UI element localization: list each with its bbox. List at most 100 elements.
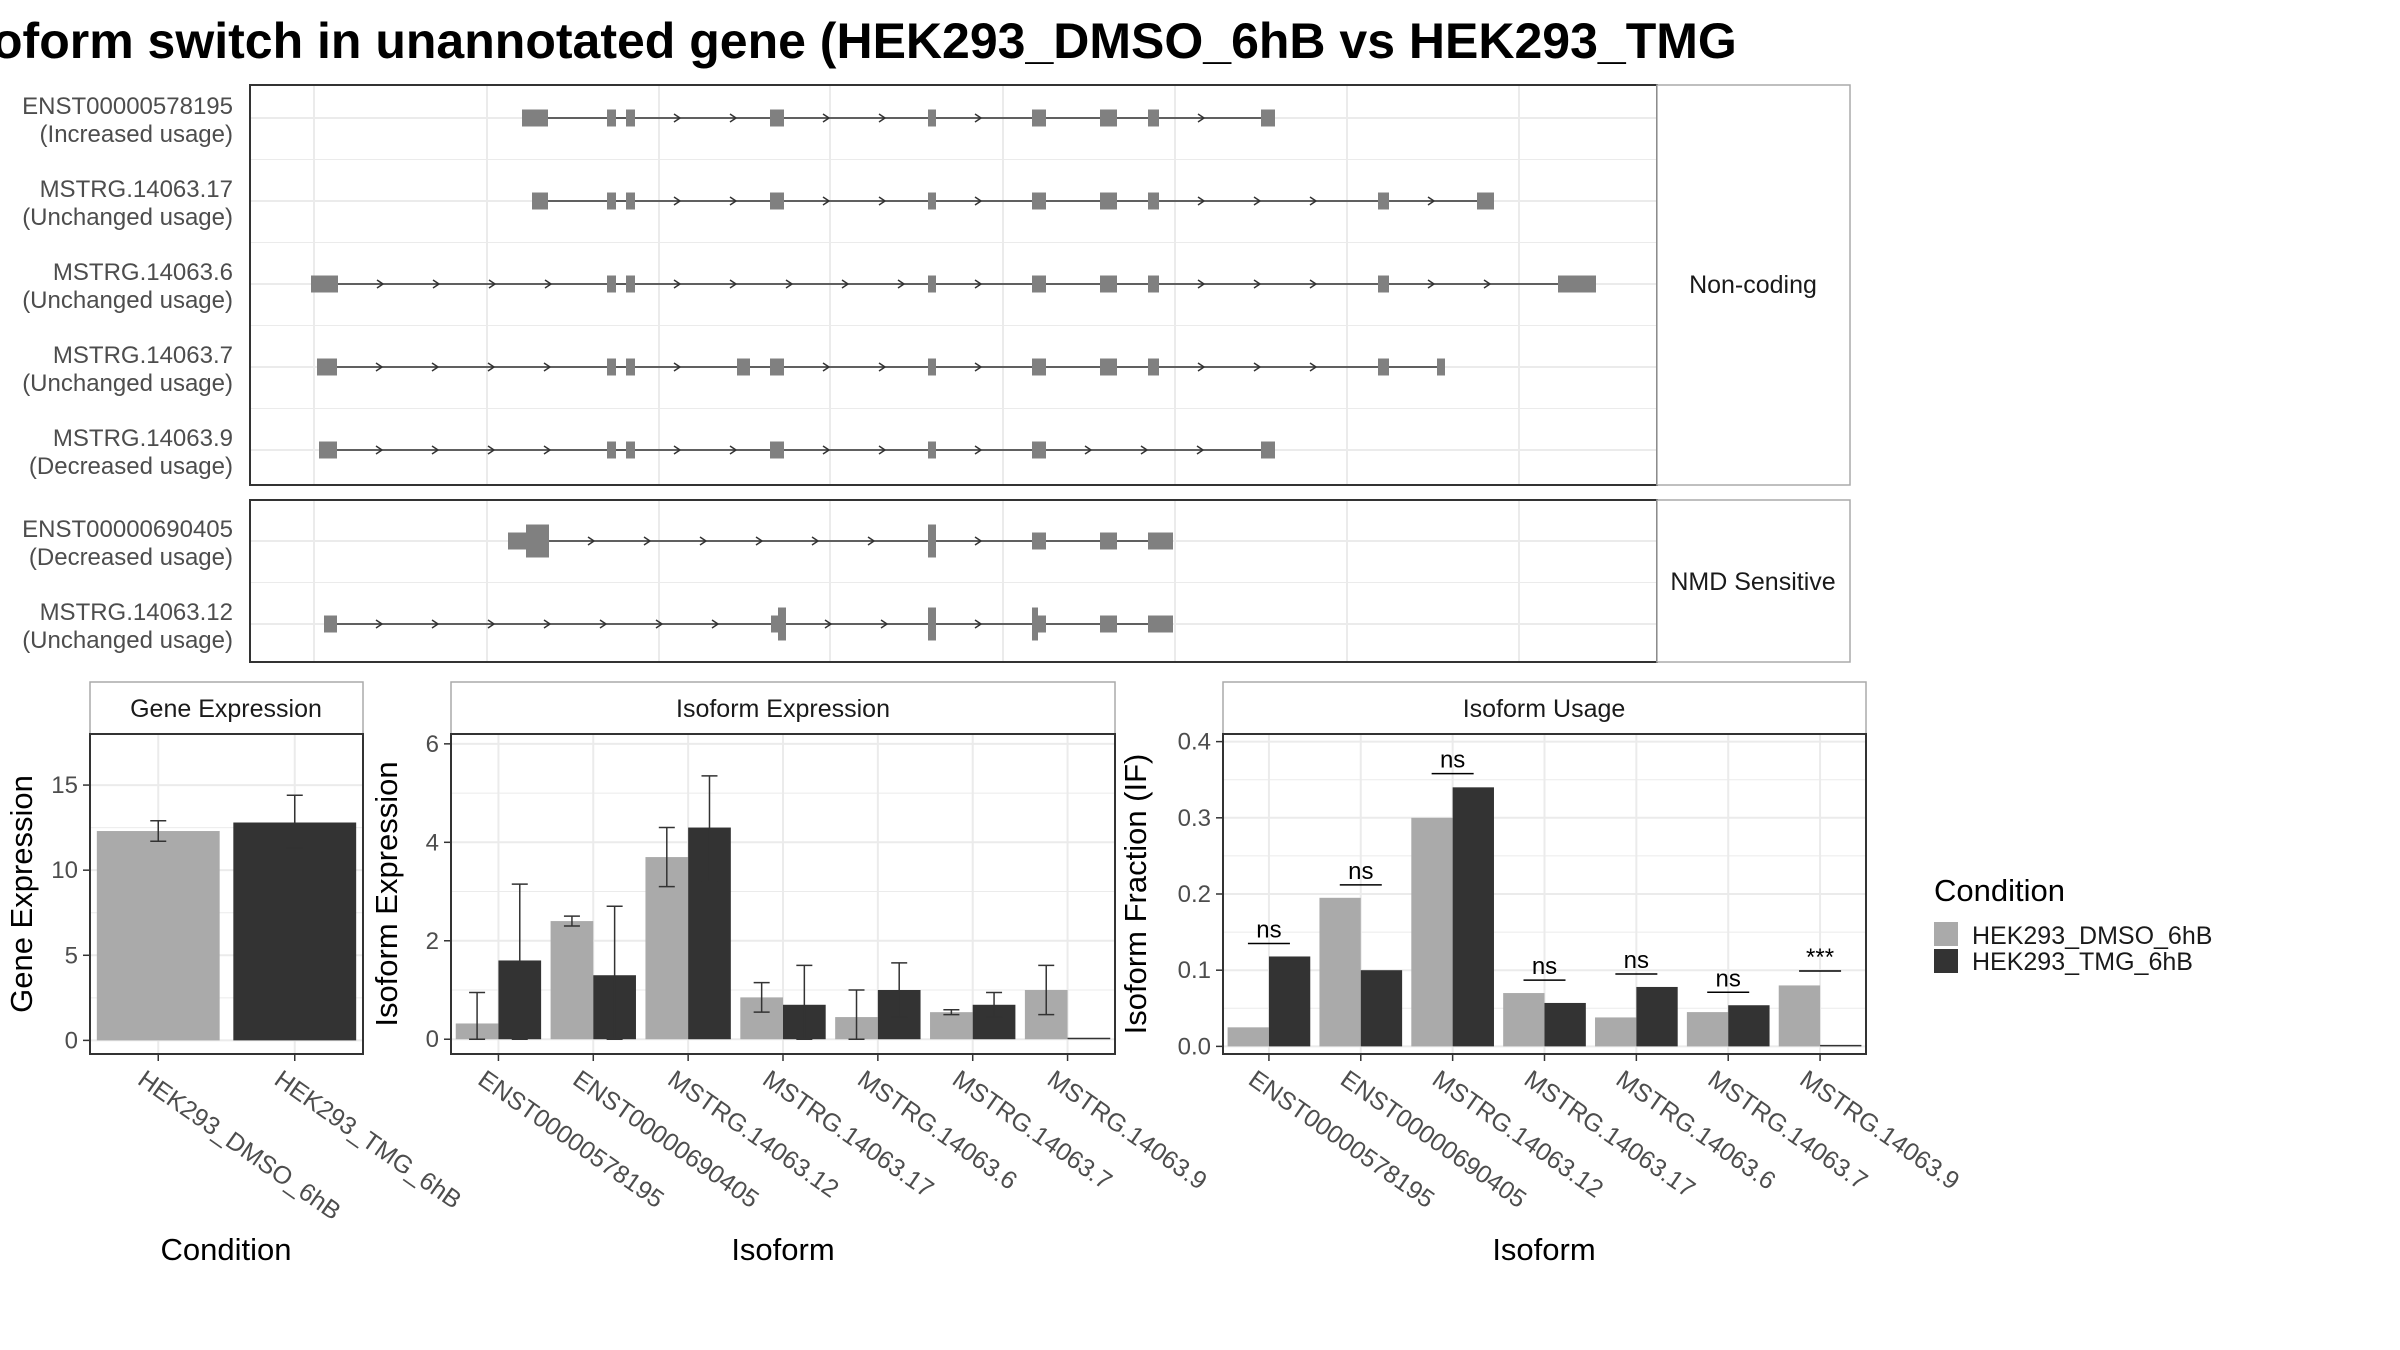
bar bbox=[550, 921, 594, 1040]
intron-arrow bbox=[673, 196, 682, 206]
exon bbox=[626, 192, 635, 210]
exon bbox=[1148, 192, 1159, 210]
intron-arrow bbox=[488, 279, 497, 289]
bar bbox=[1411, 817, 1453, 1047]
intron-arrow bbox=[878, 445, 887, 455]
exon bbox=[626, 109, 635, 127]
intron-arrow bbox=[544, 279, 553, 289]
exon bbox=[319, 441, 337, 459]
y-axis-title: Isoform Expression bbox=[369, 761, 404, 1026]
intron-arrow bbox=[431, 619, 440, 629]
legend-key-tmg bbox=[1934, 949, 1958, 973]
intron-arrow bbox=[1253, 196, 1262, 206]
intron-arrow bbox=[673, 362, 682, 372]
plot-border bbox=[89, 733, 364, 1055]
isoform-id-label: MSTRG.14063.17 bbox=[40, 176, 233, 203]
intron-arrow bbox=[699, 536, 708, 546]
structure-transcripts bbox=[324, 524, 1173, 641]
x-tick-label: MSTRG.14063.6 bbox=[1611, 1065, 1781, 1196]
facet-strip bbox=[450, 681, 1116, 735]
bar bbox=[1503, 993, 1545, 1047]
intron-arrow bbox=[974, 113, 983, 123]
intron-arrow bbox=[487, 362, 496, 372]
y-tick-label: 0.4 bbox=[1178, 729, 1211, 756]
x-tick-label: MSTRG.14063.9 bbox=[1795, 1065, 1965, 1196]
isoform-id-label: ENST00000578195 bbox=[22, 93, 233, 120]
intron-arrow bbox=[729, 279, 738, 289]
x-axis-title: Condition bbox=[161, 1232, 292, 1267]
y-tick-label: 0 bbox=[426, 1026, 439, 1053]
intron-arrow bbox=[673, 445, 682, 455]
bar bbox=[1067, 1037, 1111, 1040]
exon bbox=[1148, 109, 1159, 127]
intron-arrow bbox=[822, 113, 831, 123]
intron-arrow bbox=[375, 619, 384, 629]
exon bbox=[607, 358, 616, 376]
exon bbox=[1032, 275, 1046, 293]
intron-arrow bbox=[431, 445, 440, 455]
exon bbox=[522, 109, 548, 127]
isoform-labels: ENST00000578195 (Increased usage) MSTRG.… bbox=[22, 93, 233, 654]
intron-arrow bbox=[785, 279, 794, 289]
intron-arrow bbox=[974, 619, 983, 629]
intron-arrow bbox=[974, 362, 983, 372]
exon bbox=[778, 607, 786, 641]
intron-arrow bbox=[543, 445, 552, 455]
exon bbox=[737, 358, 750, 376]
intron-arrow bbox=[878, 113, 887, 123]
exon bbox=[1032, 532, 1046, 550]
intron-arrow bbox=[822, 196, 831, 206]
intron-arrow bbox=[824, 619, 833, 629]
exon bbox=[607, 109, 616, 127]
intron-arrow bbox=[1196, 445, 1205, 455]
significance-label: ns bbox=[1716, 965, 1741, 992]
legend-label-dmso: HEK293_DMSO_6hB bbox=[1972, 922, 2212, 950]
intron-arrow bbox=[587, 536, 596, 546]
exon bbox=[607, 441, 616, 459]
bar bbox=[1319, 897, 1361, 1047]
bar bbox=[1452, 787, 1494, 1047]
intron-arrow bbox=[1253, 362, 1262, 372]
gene-structure-panel-nmd: NMD Sensitive bbox=[249, 499, 1851, 663]
intron-arrow bbox=[811, 536, 820, 546]
isoform-usage-panel: Isoform Usage ns ns ns ns ns ns *** 0.0 0.1 0.2 0… bbox=[1118, 681, 1965, 1267]
exon bbox=[526, 524, 549, 558]
exon bbox=[928, 358, 936, 376]
intron-arrow bbox=[755, 536, 764, 546]
exon bbox=[311, 275, 338, 293]
exon bbox=[1038, 615, 1046, 633]
bar bbox=[1595, 1017, 1637, 1047]
exon bbox=[508, 532, 526, 550]
isoform-usage-label: (Unchanged usage) bbox=[22, 204, 233, 231]
exon bbox=[770, 192, 784, 210]
exon bbox=[1148, 358, 1159, 376]
strip-noncoding bbox=[1656, 84, 1851, 486]
intron-arrow bbox=[897, 279, 906, 289]
intron-arrow bbox=[867, 536, 876, 546]
bar bbox=[1227, 1027, 1269, 1047]
intron-arrow bbox=[673, 113, 682, 123]
intron-arrow bbox=[1427, 279, 1436, 289]
significance-label: *** bbox=[1806, 944, 1834, 971]
exon bbox=[626, 358, 635, 376]
strip-label-nmd-sensitive: NMD Sensitive bbox=[1670, 568, 1835, 596]
legend-label-tmg: HEK293_TMG_6hB bbox=[1972, 948, 2193, 976]
intron-arrow bbox=[1309, 362, 1318, 372]
legend-key-dmso bbox=[1934, 922, 1958, 946]
exon bbox=[1148, 275, 1159, 293]
x-tick-label: MSTRG.14063.7 bbox=[947, 1065, 1117, 1196]
isoform-id-label: MSTRG.14063.12 bbox=[40, 599, 233, 626]
significance-label: ns bbox=[1348, 858, 1373, 885]
intron-arrow bbox=[729, 113, 738, 123]
intron-arrow bbox=[1197, 279, 1206, 289]
exon bbox=[928, 524, 936, 558]
exon bbox=[1032, 109, 1046, 127]
exon bbox=[317, 358, 337, 376]
isoform-expression-panel: Isoform Expression 0246ENST00000578195EN… bbox=[369, 681, 1212, 1267]
exon bbox=[928, 192, 936, 210]
y-tick-label: 4 bbox=[426, 829, 439, 856]
intron-arrow bbox=[729, 196, 738, 206]
y-tick-label: 10 bbox=[51, 857, 78, 884]
legend: Condition HEK293_DMSO_6hB HEK293_TMG_6hB bbox=[1934, 873, 2212, 976]
